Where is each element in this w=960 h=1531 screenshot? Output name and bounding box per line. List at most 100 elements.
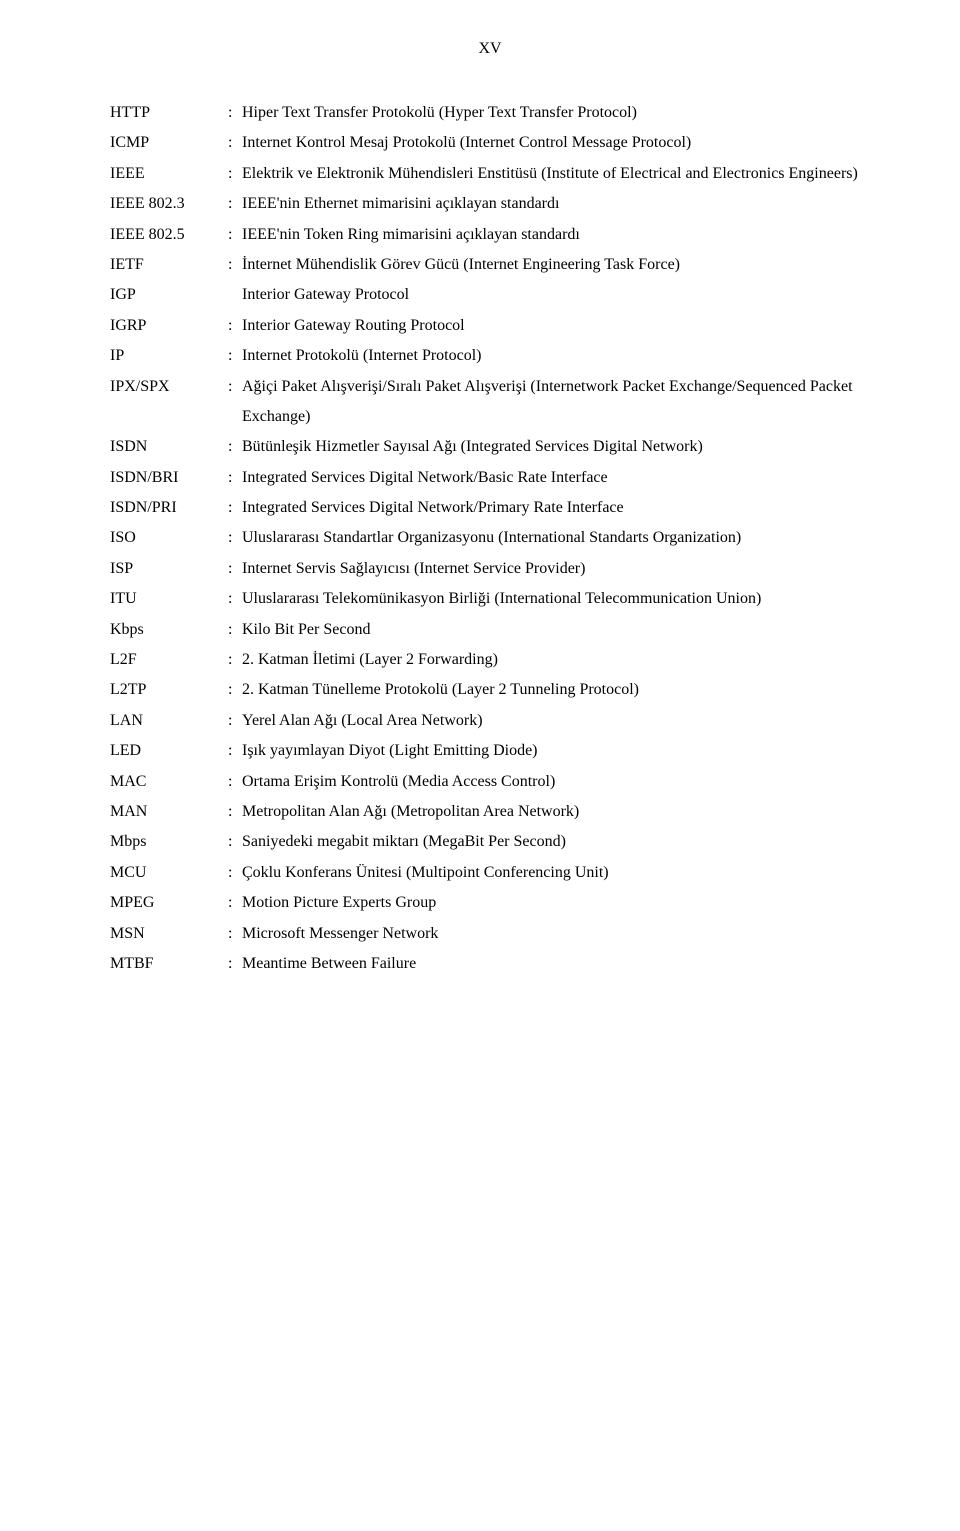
separator-colon: :: [228, 372, 242, 402]
definition: Internet Protokolü (Internet Protocol): [242, 341, 870, 371]
glossary-row: MPEG:Motion Picture Experts Group: [110, 888, 870, 918]
separator-colon: :: [228, 159, 242, 189]
separator-colon: :: [228, 128, 242, 158]
glossary-row: IGP Interior Gateway Protocol: [110, 280, 870, 310]
glossary-row: L2TP:2. Katman Tünelleme Protokolü (Laye…: [110, 675, 870, 705]
abbreviation: IEEE 802.3: [110, 189, 228, 219]
separator-colon: :: [228, 250, 242, 280]
definition: Uluslararası Telekomünikasyon Birliği (I…: [242, 584, 870, 614]
glossary-row: ISO:Uluslararası Standartlar Organizasyo…: [110, 523, 870, 553]
glossary-row: IEEE 802.3:IEEE'nin Ethernet mimarisini …: [110, 189, 870, 219]
separator-colon: :: [228, 493, 242, 523]
glossary-row: ICMP:Internet Kontrol Mesaj Protokolü (I…: [110, 128, 870, 158]
glossary-row: L2F:2. Katman İletimi (Layer 2 Forwardin…: [110, 645, 870, 675]
glossary-list: HTTP:Hiper Text Transfer Protokolü (Hype…: [110, 98, 870, 979]
separator-colon: :: [228, 584, 242, 614]
separator-colon: :: [228, 797, 242, 827]
separator-colon: :: [228, 645, 242, 675]
definition: Yerel Alan Ağı (Local Area Network): [242, 706, 870, 736]
definition: Microsoft Messenger Network: [242, 919, 870, 949]
definition: IEEE'nin Token Ring mimarisini açıklayan…: [242, 220, 870, 250]
abbreviation: IEEE 802.5: [110, 220, 228, 250]
glossary-row: IETF:İnternet Mühendislik Görev Gücü (In…: [110, 250, 870, 280]
separator-colon: :: [228, 432, 242, 462]
separator-colon: :: [228, 98, 242, 128]
definition: Metropolitan Alan Ağı (Metropolitan Area…: [242, 797, 870, 827]
definition: 2. Katman Tünelleme Protokolü (Layer 2 T…: [242, 675, 870, 705]
abbreviation: Mbps: [110, 827, 228, 857]
glossary-row: ISDN:Bütünleşik Hizmetler Sayısal Ağı (I…: [110, 432, 870, 462]
separator-colon: :: [228, 919, 242, 949]
glossary-row: LED:Işık yayımlayan Diyot (Light Emittin…: [110, 736, 870, 766]
glossary-row: MAN:Metropolitan Alan Ağı (Metropolitan …: [110, 797, 870, 827]
glossary-row: MAC:Ortama Erişim Kontrolü (Media Access…: [110, 767, 870, 797]
abbreviation: IGP: [110, 280, 228, 310]
definition: Uluslararası Standartlar Organizasyonu (…: [242, 523, 870, 553]
definition: Integrated Services Digital Network/Basi…: [242, 463, 870, 493]
glossary-row: MSN:Microsoft Messenger Network: [110, 919, 870, 949]
definition: Integrated Services Digital Network/Prim…: [242, 493, 870, 523]
glossary-row: MCU:Çoklu Konferans Ünitesi (Multipoint …: [110, 858, 870, 888]
abbreviation: LAN: [110, 706, 228, 736]
definition: Hiper Text Transfer Protokolü (Hyper Tex…: [242, 98, 870, 128]
glossary-row: ISDN/BRI:Integrated Services Digital Net…: [110, 463, 870, 493]
glossary-row: ITU:Uluslararası Telekomünikasyon Birliğ…: [110, 584, 870, 614]
definition: Internet Servis Sağlayıcısı (Internet Se…: [242, 554, 870, 584]
glossary-row: Mbps:Saniyedeki megabit miktarı (MegaBit…: [110, 827, 870, 857]
definition: Kilo Bit Per Second: [242, 615, 870, 645]
separator-colon: :: [228, 311, 242, 341]
glossary-row: IGRP:Interior Gateway Routing Protocol: [110, 311, 870, 341]
abbreviation: ITU: [110, 584, 228, 614]
definition: Meantime Between Failure: [242, 949, 870, 979]
glossary-row: ISDN/PRI:Integrated Services Digital Net…: [110, 493, 870, 523]
separator-colon: :: [228, 675, 242, 705]
abbreviation: IETF: [110, 250, 228, 280]
abbreviation: IP: [110, 341, 228, 371]
separator-colon: :: [228, 189, 242, 219]
abbreviation: IGRP: [110, 311, 228, 341]
separator-colon: :: [228, 949, 242, 979]
separator-colon: :: [228, 858, 242, 888]
definition: Saniyedeki megabit miktarı (MegaBit Per …: [242, 827, 870, 857]
definition: Çoklu Konferans Ünitesi (Multipoint Conf…: [242, 858, 870, 888]
abbreviation: MCU: [110, 858, 228, 888]
abbreviation: HTTP: [110, 98, 228, 128]
abbreviation: Kbps: [110, 615, 228, 645]
glossary-row: LAN:Yerel Alan Ağı (Local Area Network): [110, 706, 870, 736]
separator-colon: :: [228, 523, 242, 553]
definition: Ağiçi Paket Alışverişi/Sıralı Paket Alış…: [242, 372, 870, 433]
definition: Işık yayımlayan Diyot (Light Emitting Di…: [242, 736, 870, 766]
glossary-row: IP:Internet Protokolü (Internet Protocol…: [110, 341, 870, 371]
definition: İnternet Mühendislik Görev Gücü (Interne…: [242, 250, 870, 280]
abbreviation: MPEG: [110, 888, 228, 918]
separator-colon: :: [228, 341, 242, 371]
separator-colon: :: [228, 827, 242, 857]
glossary-row: ISP:Internet Servis Sağlayıcısı (Interne…: [110, 554, 870, 584]
glossary-row: Kbps:Kilo Bit Per Second: [110, 615, 870, 645]
definition: Interior Gateway Protocol: [242, 280, 870, 310]
abbreviation: LED: [110, 736, 228, 766]
definition: Ortama Erişim Kontrolü (Media Access Con…: [242, 767, 870, 797]
abbreviation: IEEE: [110, 159, 228, 189]
abbreviation: ISDN/PRI: [110, 493, 228, 523]
abbreviation: MTBF: [110, 949, 228, 979]
definition: Motion Picture Experts Group: [242, 888, 870, 918]
page-number: XV: [110, 40, 870, 58]
abbreviation: ISP: [110, 554, 228, 584]
abbreviation: MAN: [110, 797, 228, 827]
glossary-row: IEEE 802.5:IEEE'nin Token Ring mimarisin…: [110, 220, 870, 250]
abbreviation: ICMP: [110, 128, 228, 158]
abbreviation: ISDN: [110, 432, 228, 462]
separator-colon: :: [228, 615, 242, 645]
definition: IEEE'nin Ethernet mimarisini açıklayan s…: [242, 189, 870, 219]
glossary-row: HTTP:Hiper Text Transfer Protokolü (Hype…: [110, 98, 870, 128]
abbreviation: L2TP: [110, 675, 228, 705]
glossary-row: IEEE:Elektrik ve Elektronik Mühendisleri…: [110, 159, 870, 189]
definition: Elektrik ve Elektronik Mühendisleri Enst…: [242, 159, 870, 189]
abbreviation: MSN: [110, 919, 228, 949]
separator-colon: :: [228, 554, 242, 584]
definition: Interior Gateway Routing Protocol: [242, 311, 870, 341]
separator-colon: :: [228, 767, 242, 797]
glossary-row: IPX/SPX:Ağiçi Paket Alışverişi/Sıralı Pa…: [110, 372, 870, 433]
separator-colon: :: [228, 220, 242, 250]
